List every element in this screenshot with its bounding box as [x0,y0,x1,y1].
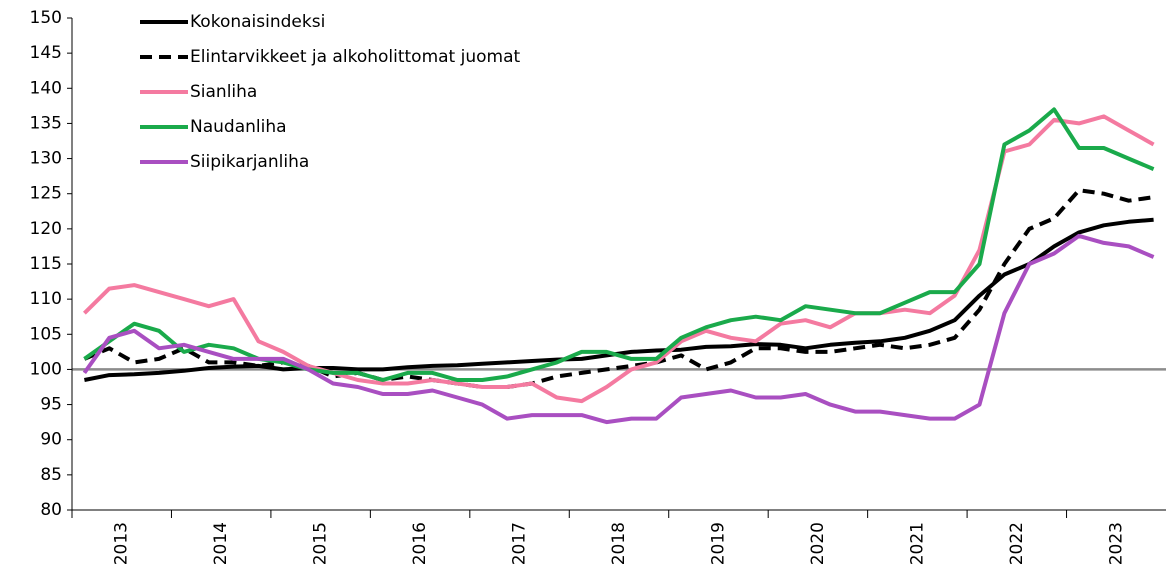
legend-label: Elintarvikkeet ja alkoholittomat juomat [190,47,520,67]
y-tick-label: 85 [40,465,62,485]
y-tick-label: 100 [30,359,62,379]
y-tick-label: 105 [30,324,62,344]
x-tick-label: 2013 [112,522,132,565]
series-line [82,233,1155,425]
series-line [83,188,1154,389]
y-tick-label: 125 [30,184,62,204]
y-tick-label: 90 [40,430,62,450]
y-tick-label: 80 [40,500,62,520]
x-tick-label: 2014 [211,522,231,565]
y-tick-label: 145 [30,43,62,63]
y-tick-label: 120 [30,219,62,239]
y-tick-label: 140 [30,78,62,98]
x-tick-label: 2019 [708,522,728,565]
x-tick-label: 2017 [510,522,530,565]
x-tick-label: 2018 [609,522,629,565]
y-tick-label: 150 [30,8,62,28]
series-line [82,114,1155,404]
series-line [83,107,1155,382]
x-tick-label: 2022 [1007,522,1027,565]
x-tick-label: 2020 [808,522,828,565]
y-tick-label: 130 [30,149,62,169]
y-tick-label: 95 [40,395,62,415]
legend-label: Sianliha [190,82,257,102]
x-tick-label: 2015 [311,522,331,565]
legend-label: Siipikarjanliha [190,152,309,172]
y-tick-label: 115 [30,254,62,274]
x-tick-label: 2016 [410,522,430,565]
x-tick-label: 2023 [1106,522,1126,565]
x-tick-label: 2021 [907,522,927,565]
legend-label: Kokonaisindeksi [190,12,325,32]
legend-label: Naudanliha [190,117,287,137]
y-tick-label: 110 [30,289,62,309]
y-tick-label: 135 [30,113,62,133]
